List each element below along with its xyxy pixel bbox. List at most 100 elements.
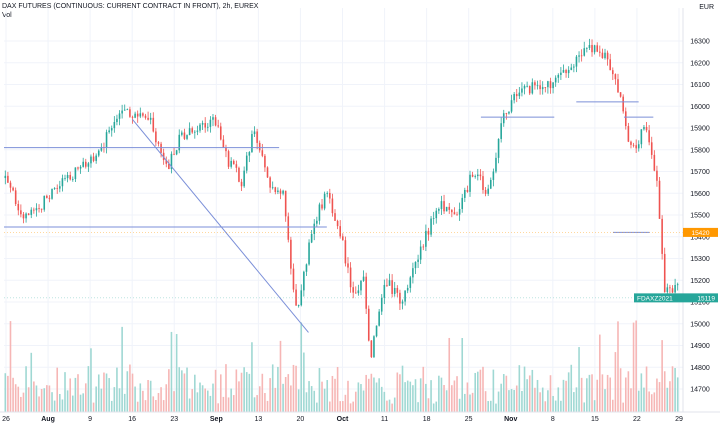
candle — [536, 85, 539, 87]
volume-bar — [383, 391, 386, 412]
candle — [92, 156, 95, 161]
candle — [155, 131, 157, 143]
volume-bar — [7, 375, 9, 412]
volume-bar — [614, 352, 617, 412]
price-tick-label: 15800 — [690, 147, 710, 154]
volume-bar — [334, 378, 336, 412]
volume-bar — [38, 396, 40, 412]
volume-bar — [417, 402, 419, 412]
candle — [630, 141, 632, 145]
volume-bar — [648, 391, 650, 412]
candle — [100, 147, 103, 151]
candle — [40, 208, 43, 210]
volume-bar — [399, 374, 401, 412]
volume-bar — [469, 394, 471, 412]
volume-bar — [500, 383, 502, 412]
volume-bar — [300, 322, 303, 412]
time-tick-label: 18 — [423, 416, 431, 423]
volume-bar — [92, 402, 95, 412]
candle — [251, 134, 253, 153]
volume-bar — [624, 377, 627, 412]
time-tick-label: 23 — [170, 416, 178, 423]
volume-bar — [360, 384, 362, 412]
candle — [43, 195, 46, 210]
volume-bar — [329, 401, 331, 412]
volume-bar — [282, 383, 284, 412]
candle — [35, 208, 38, 211]
volume-bar — [609, 377, 611, 412]
candle — [375, 325, 378, 337]
volume-bar — [175, 334, 178, 412]
volume-bar — [674, 368, 676, 412]
candle — [274, 187, 277, 192]
candle — [331, 198, 334, 214]
candle — [199, 124, 201, 131]
candle — [147, 117, 149, 120]
volume-bar — [69, 378, 71, 412]
time-tick-label: 8 — [551, 416, 555, 423]
candle — [619, 92, 622, 97]
volume-bar — [12, 377, 14, 412]
candle — [248, 152, 251, 156]
volume-bar — [222, 396, 225, 412]
candle — [292, 268, 295, 290]
candle — [370, 340, 373, 358]
volume-bar — [487, 401, 489, 412]
volume-bar — [409, 381, 412, 412]
volume-bar — [627, 371, 630, 412]
candle — [596, 45, 599, 52]
candle — [48, 197, 51, 199]
volume-bar — [669, 381, 671, 412]
candle — [264, 155, 266, 168]
candle — [391, 280, 393, 294]
volume-bar — [72, 395, 74, 412]
price-tick-label: 14800 — [690, 365, 710, 372]
volume-bar — [479, 369, 482, 412]
time-tick-label: Nov — [504, 416, 517, 423]
volume-bar — [204, 388, 206, 412]
candle — [310, 234, 313, 243]
volume-bar — [59, 393, 61, 412]
volume-bar — [666, 387, 669, 412]
candle — [59, 186, 61, 189]
candle — [139, 113, 142, 117]
candle — [443, 201, 445, 212]
volume-bar — [635, 320, 637, 412]
grid — [4, 8, 683, 412]
volume-bar — [495, 403, 497, 412]
volume-bar — [277, 366, 279, 412]
candle — [318, 204, 321, 221]
candle — [482, 176, 484, 190]
volume-bar — [33, 381, 35, 412]
candle — [303, 271, 305, 291]
volume-bar — [243, 367, 245, 412]
candle — [20, 210, 22, 215]
volume-bar — [40, 388, 43, 412]
candle — [399, 292, 401, 304]
volume-bar — [656, 378, 658, 412]
price-tick-label: 16300 — [690, 39, 710, 46]
price-tick-label: 15400 — [690, 234, 710, 241]
candle — [191, 128, 194, 133]
candle — [131, 116, 134, 118]
volume-bar — [578, 347, 580, 412]
volume-bar — [313, 390, 316, 412]
volume-bar — [380, 386, 383, 412]
price-tick-label: 15200 — [690, 278, 710, 285]
volume-bar — [264, 393, 266, 412]
candle — [74, 167, 77, 179]
candle — [380, 297, 383, 312]
candle — [9, 182, 12, 188]
volume-bar — [528, 375, 531, 412]
volume-bar — [557, 387, 560, 412]
candle — [51, 188, 53, 199]
volume-bar — [643, 387, 645, 412]
volume-bar — [303, 352, 305, 412]
candle — [243, 170, 245, 187]
volume-bar — [482, 366, 484, 412]
volume-bar — [663, 371, 666, 412]
volume-bar — [547, 390, 549, 412]
candle — [238, 167, 240, 182]
